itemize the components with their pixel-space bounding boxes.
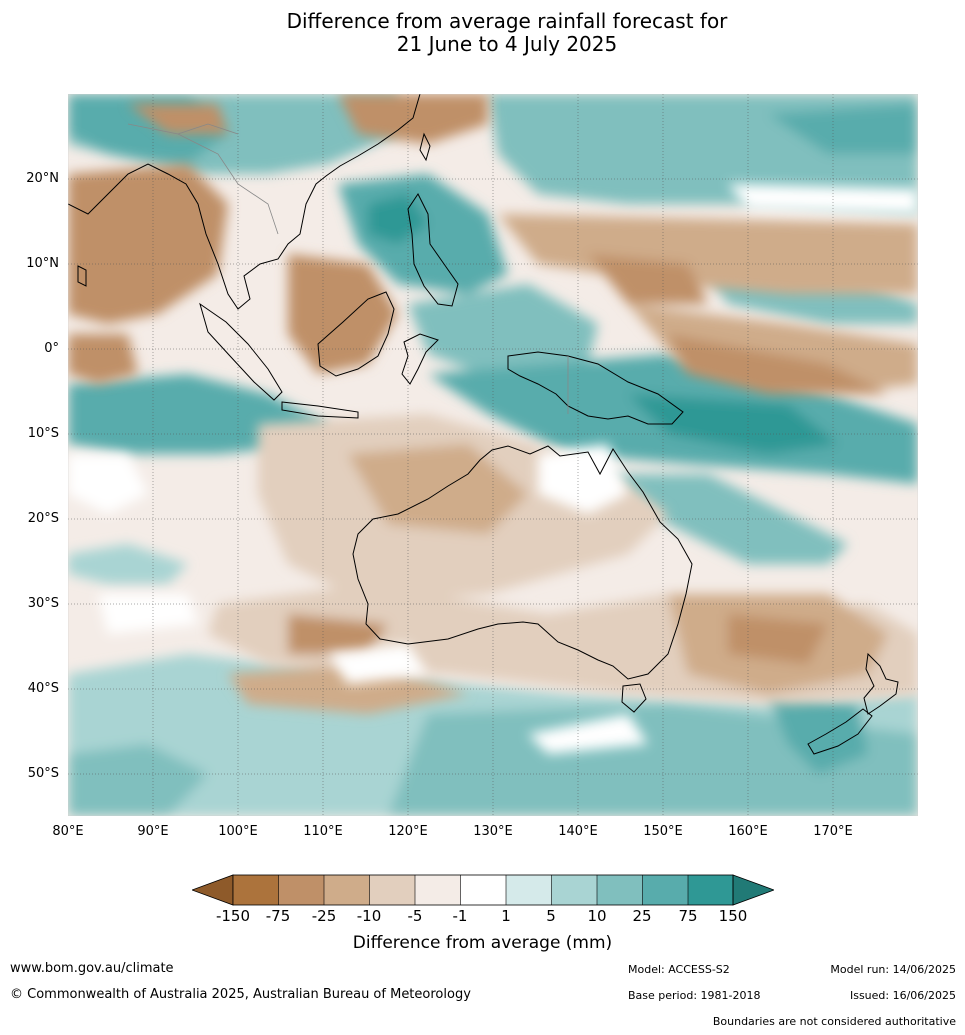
colour-bar-tick: -75	[265, 907, 291, 925]
colour-bar-segment	[460, 875, 506, 905]
colour-bar-segment	[642, 875, 688, 905]
title-line-2: 21 June to 4 July 2025	[396, 32, 618, 56]
colour-bar-tick: -5	[407, 907, 423, 925]
new-zealand-south-coastline	[807, 708, 873, 755]
copyright-text: © Commonwealth of Australia 2025, Austra…	[10, 987, 471, 1002]
taiwan-coastline	[419, 132, 431, 162]
lat-label-equator: 0°	[44, 341, 59, 356]
graticule	[68, 94, 918, 816]
lon-label-80e: 80°E	[52, 824, 84, 839]
lon-label-160e: 160°E	[728, 824, 768, 839]
colour-bar-segment	[551, 875, 597, 905]
java-coastline	[281, 401, 359, 419]
asia-mainland-coastline	[68, 94, 421, 310]
lon-label-140e: 140°E	[558, 824, 598, 839]
colour-bar-tick: 25	[632, 907, 652, 925]
colour-bar-tick: -1	[452, 907, 468, 925]
colour-bar-tick: 5	[546, 907, 556, 925]
coastlines	[68, 94, 899, 755]
map-title: Difference from average rainfall forecas…	[0, 10, 965, 56]
colour-bar-segment	[369, 875, 415, 905]
lon-label-110e: 110°E	[303, 824, 343, 839]
new-zealand-north-coastline	[863, 652, 899, 715]
title-line-1: Difference from average rainfall forecas…	[286, 9, 728, 33]
sulawesi-coastline	[401, 333, 439, 385]
colour-bar-segment	[278, 875, 324, 905]
lat-label-20n: 20°N	[26, 171, 59, 186]
dry-anomaly-regions	[68, 94, 918, 714]
colour-bar-segment	[233, 875, 279, 905]
colour-bar-title: Difference from average (mm)	[352, 933, 613, 953]
lat-label-20s: 20°S	[27, 511, 59, 526]
colour-bar-tick: -10	[356, 907, 382, 925]
disclaimer-text: Boundaries are not considered authoritat…	[712, 1015, 956, 1028]
model-run-label: Model run: 14/06/2025	[830, 963, 956, 976]
issued-label: Issued: 16/06/2025	[849, 989, 956, 1002]
borneo-coastline	[317, 291, 395, 377]
lon-label-170e: 170°E	[813, 824, 853, 839]
lat-label-50s: 50°S	[27, 766, 59, 781]
lat-label-10s: 10°S	[27, 426, 59, 441]
colour-bar-segment	[597, 875, 643, 905]
colour-bar-tick: -25	[311, 907, 337, 925]
colour-bar-segment	[415, 875, 461, 905]
lat-label-30s: 30°S	[27, 596, 59, 611]
colour-bar-segment	[506, 875, 552, 905]
philippines-coastline	[407, 193, 459, 307]
colour-bar-tick: -150	[215, 907, 251, 925]
map-canvas	[68, 94, 918, 816]
lon-label-130e: 130°E	[473, 824, 513, 839]
colour-bar-tick: 1	[501, 907, 511, 925]
tasmania-coastline	[621, 683, 647, 713]
colour-bar-tick: 75	[678, 907, 698, 925]
colour-bar-segment	[688, 875, 733, 905]
colour-bar	[192, 874, 774, 906]
rainfall-map	[68, 94, 918, 816]
colour-bar-segment	[324, 875, 370, 905]
base-period-label: Base period: 1981-2018	[628, 989, 761, 1002]
lon-label-100e: 100°E	[218, 824, 258, 839]
sri-lanka-coastline	[77, 265, 87, 287]
colour-bar-tick: 10	[587, 907, 607, 925]
colour-bar-high-extend	[732, 874, 774, 906]
website-link[interactable]: www.bom.gov.au/climate	[10, 961, 174, 976]
sumatra-coastline	[199, 302, 283, 401]
lon-label-150e: 150°E	[643, 824, 683, 839]
new-guinea-coastline	[507, 351, 684, 425]
australia-coastline	[352, 445, 693, 680]
colour-bar-tick: 150	[718, 907, 748, 925]
model-label: Model: ACCESS-S2	[628, 963, 730, 976]
lon-label-90e: 90°E	[137, 824, 169, 839]
lat-label-40s: 40°S	[27, 681, 59, 696]
lat-label-10n: 10°N	[26, 256, 59, 271]
colour-bar-low-extend	[192, 874, 234, 906]
lon-label-120e: 120°E	[388, 824, 428, 839]
country-borders	[127, 123, 569, 414]
